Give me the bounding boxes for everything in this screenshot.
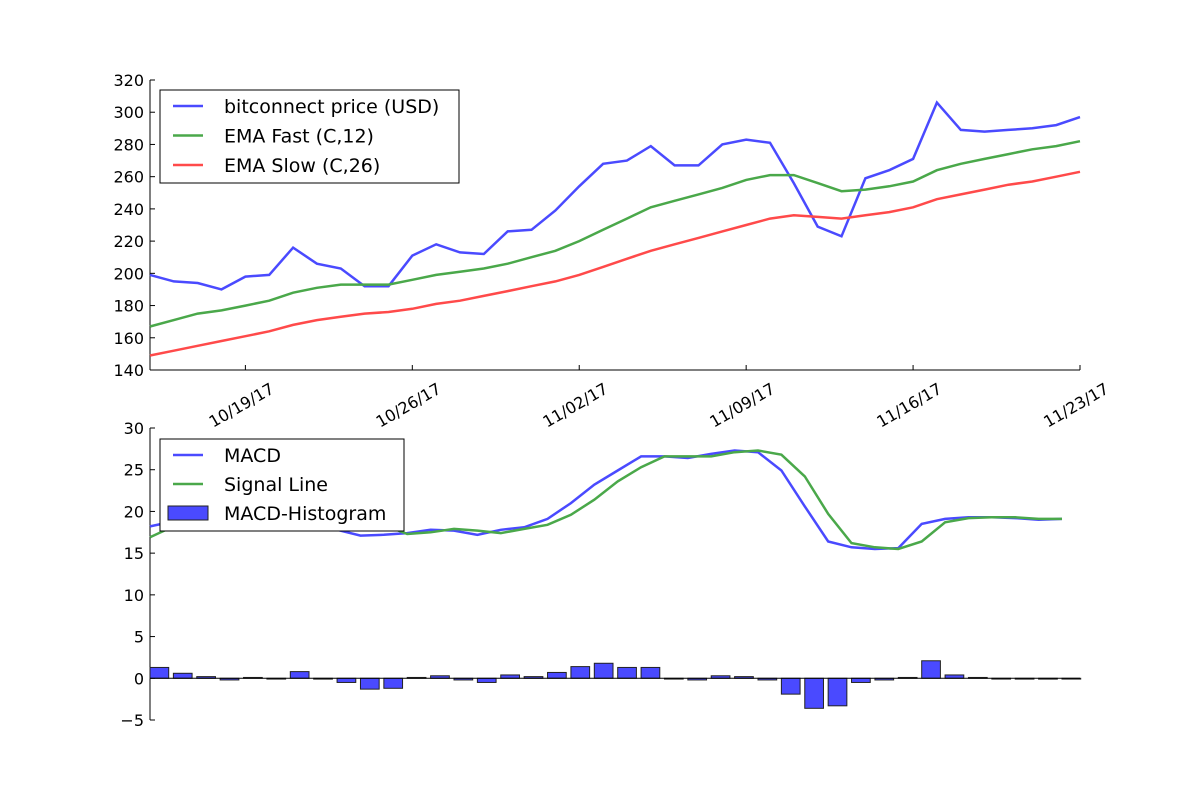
legend-box	[159, 89, 460, 184]
legend: bitconnect price (USD) EMA Fast (C,12) EMA…	[159, 89, 460, 184]
histogram-bar	[359, 677, 380, 690]
histogram-bar	[172, 672, 193, 679]
y-tick-label: 140	[113, 361, 144, 380]
histogram-bar	[827, 677, 848, 707]
series-line-ema-fast-c-12-	[149, 139, 1081, 328]
y-tick-label: 20	[124, 502, 144, 521]
histogram-bar	[780, 677, 801, 695]
histogram-bar	[944, 674, 965, 679]
y-tick-label: −5	[120, 711, 144, 730]
x-tick-label: 11/16/17	[873, 379, 945, 431]
histogram-bar	[804, 677, 824, 709]
histogram-bar	[383, 677, 404, 689]
y-tick-label: 10	[124, 586, 144, 605]
histogram-bar	[547, 671, 567, 679]
legend-label: EMA Slow (C,26)	[224, 155, 380, 177]
y-tick-label: 220	[113, 232, 144, 251]
histogram-bar	[640, 666, 661, 679]
histogram-bar	[851, 677, 871, 683]
histogram-bar	[570, 666, 591, 679]
y-tick-label: 320	[113, 71, 144, 90]
y-tick-label: 280	[113, 135, 144, 154]
histogram-bar	[289, 671, 310, 679]
y-tick-label: 30	[124, 419, 144, 438]
y-tick-label: 15	[124, 544, 144, 563]
histogram-bar	[617, 666, 637, 679]
y-tick-label: 300	[113, 103, 144, 122]
legend-label: MACD-Histogram	[224, 503, 386, 525]
histogram-bar	[336, 677, 357, 683]
y-tick-label: 5	[134, 628, 144, 647]
y-tick-label: 200	[113, 264, 144, 283]
histogram-bar	[476, 677, 497, 683]
x-tick-label: 11/02/17	[539, 379, 611, 431]
x-tick-label: 10/19/17	[206, 379, 278, 431]
histogram-bar	[149, 666, 170, 679]
legend-label: Signal Line	[224, 474, 328, 496]
macd-chart: −5 0 5 10 15 20 25 30 MACD Signal Line MACD-Histog…	[120, 419, 1082, 730]
legend-label: bitconnect price (USD)	[224, 96, 439, 118]
histogram-bar	[921, 660, 941, 679]
series-line-ema-slow-c-26-	[149, 170, 1081, 357]
y-tick-label: 25	[124, 461, 144, 480]
y-tick-label: 0	[134, 669, 144, 688]
y-tick-label: 240	[113, 200, 144, 219]
histogram-bar	[593, 662, 614, 679]
histogram-bar	[500, 674, 520, 679]
y-tick-label: 260	[113, 168, 144, 187]
y-tick-label: 180	[113, 297, 144, 316]
legend-label: MACD	[224, 445, 281, 467]
legend-label: EMA Fast (C,12)	[224, 126, 374, 148]
series-line-bitconnect-price-usd-	[149, 100, 1081, 291]
x-tick-label: 11/23/17	[1040, 379, 1112, 431]
price-chart: 140 160 180 200 220 240 260 280 300 320 10/19/17 10…	[113, 71, 1112, 431]
legend-swatch	[167, 505, 209, 521]
x-tick-label: 10/26/17	[373, 379, 445, 431]
x-tick-label: 11/09/17	[706, 379, 778, 431]
y-tick-label: 160	[113, 329, 144, 348]
legend: MACD Signal Line MACD-Histogram	[159, 438, 405, 532]
